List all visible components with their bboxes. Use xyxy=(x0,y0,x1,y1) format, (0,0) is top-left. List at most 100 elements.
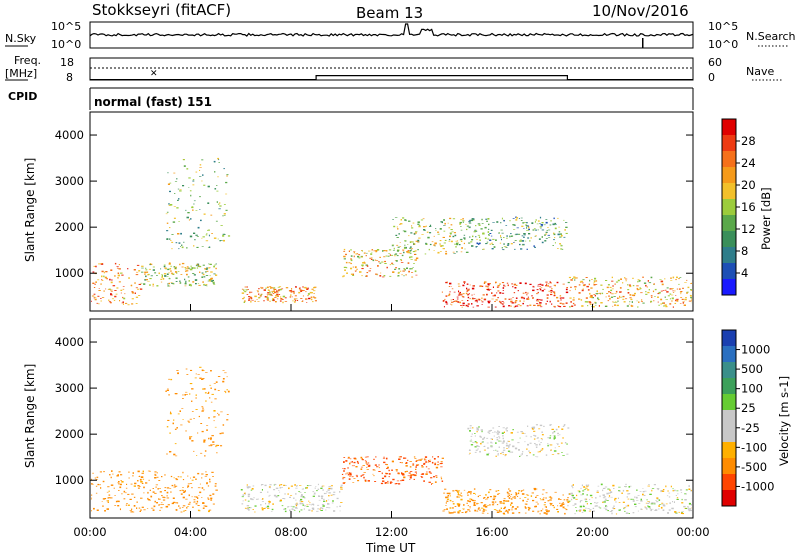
velocity-cell xyxy=(562,506,565,509)
velocity-cell xyxy=(469,498,472,500)
power-cell xyxy=(650,295,653,297)
power-cell xyxy=(188,187,190,188)
power-cell xyxy=(122,286,125,287)
velocity-cell xyxy=(618,486,621,488)
power-cell xyxy=(362,266,364,268)
velocity-cell xyxy=(226,419,229,421)
power-cell xyxy=(439,244,441,246)
power-cell xyxy=(409,256,411,259)
velocity-cell xyxy=(468,454,470,455)
velocity-cell xyxy=(177,413,180,415)
velocity-cell xyxy=(656,488,660,490)
power-cell xyxy=(444,222,446,225)
velocity-cell xyxy=(408,472,411,474)
velocity-cell xyxy=(680,489,683,491)
power-cell xyxy=(497,284,500,287)
velocity-cell xyxy=(217,444,220,446)
power-cell xyxy=(471,245,474,247)
power-cell xyxy=(185,270,187,272)
power-cell xyxy=(487,231,490,233)
velocity-cell xyxy=(159,488,161,489)
velocity-cell xyxy=(554,430,556,433)
power-cell xyxy=(554,222,557,225)
power-cell xyxy=(292,291,295,293)
power-cell xyxy=(294,295,297,297)
velocity-cell xyxy=(401,473,403,475)
velocity-cell xyxy=(525,494,529,496)
velocity-cell xyxy=(479,435,482,438)
velocity-cell xyxy=(364,460,366,462)
power-cell xyxy=(375,260,379,261)
velocity-cell xyxy=(304,492,306,493)
power-cell xyxy=(197,226,200,229)
velocity-cell xyxy=(602,489,604,492)
velocity-cell xyxy=(589,499,591,501)
velocity-cell xyxy=(474,435,476,437)
velocity-cell xyxy=(189,501,191,504)
colorbar-swatch xyxy=(722,151,736,168)
power-cell xyxy=(167,183,170,185)
power-cell xyxy=(413,263,415,264)
power-cell xyxy=(269,292,271,294)
power-cell xyxy=(492,295,495,297)
power-cell xyxy=(554,242,556,244)
power-cell xyxy=(565,291,569,294)
velocity-cell xyxy=(187,420,190,422)
power-cell xyxy=(417,249,419,251)
power-cell xyxy=(540,224,543,226)
velocity-cell xyxy=(166,495,168,497)
velocity-cell xyxy=(672,501,673,503)
power-cell xyxy=(642,302,645,304)
power-cell xyxy=(409,252,412,254)
velocity-cell xyxy=(503,447,505,449)
power-cell xyxy=(634,292,636,295)
power-cell xyxy=(630,304,632,306)
velocity-cell xyxy=(208,509,212,511)
velocity-cell xyxy=(212,493,215,495)
velocity-cell xyxy=(559,502,561,504)
velocity-cell xyxy=(602,487,606,489)
power-cell xyxy=(541,229,545,231)
power-cell xyxy=(388,249,392,251)
power-cell xyxy=(423,229,426,231)
power-cell xyxy=(553,233,556,236)
power-cell xyxy=(250,301,252,303)
power-cell xyxy=(300,289,304,292)
power-cell xyxy=(553,217,555,220)
velocity-cell xyxy=(540,438,543,440)
power-cell xyxy=(481,304,483,305)
power-cell xyxy=(149,284,151,286)
power-cell xyxy=(500,229,503,231)
power-cell xyxy=(371,251,373,253)
velocity-cell xyxy=(319,508,321,510)
velocity-cell xyxy=(669,502,671,504)
velocity-cell xyxy=(137,485,140,487)
velocity-cell xyxy=(317,504,320,506)
velocity-cell xyxy=(516,431,519,433)
power-cell xyxy=(168,204,171,206)
velocity-cell xyxy=(214,388,217,391)
velocity-cell xyxy=(125,492,127,494)
velocity-cell xyxy=(513,496,516,497)
power-cell xyxy=(210,280,214,282)
power-cell xyxy=(503,237,505,238)
power-cell xyxy=(460,240,463,242)
power-cell xyxy=(647,280,649,282)
velocity-cell xyxy=(400,456,402,458)
x-tick-label: 00:00 xyxy=(676,525,709,539)
power-cell xyxy=(598,305,600,307)
power-cell xyxy=(458,290,460,293)
velocity-cell xyxy=(415,460,418,462)
power-cell xyxy=(394,268,397,270)
power-cell xyxy=(560,234,563,237)
power-cell xyxy=(540,299,543,301)
velocity-cell xyxy=(556,508,559,510)
power-cell xyxy=(496,286,499,288)
power-cell xyxy=(281,288,284,290)
power-cell xyxy=(450,229,453,231)
velocity-cell xyxy=(292,506,295,508)
power-cell xyxy=(144,279,147,281)
power-cell xyxy=(629,301,631,303)
power-cell xyxy=(128,277,130,279)
velocity-cell xyxy=(313,492,316,494)
